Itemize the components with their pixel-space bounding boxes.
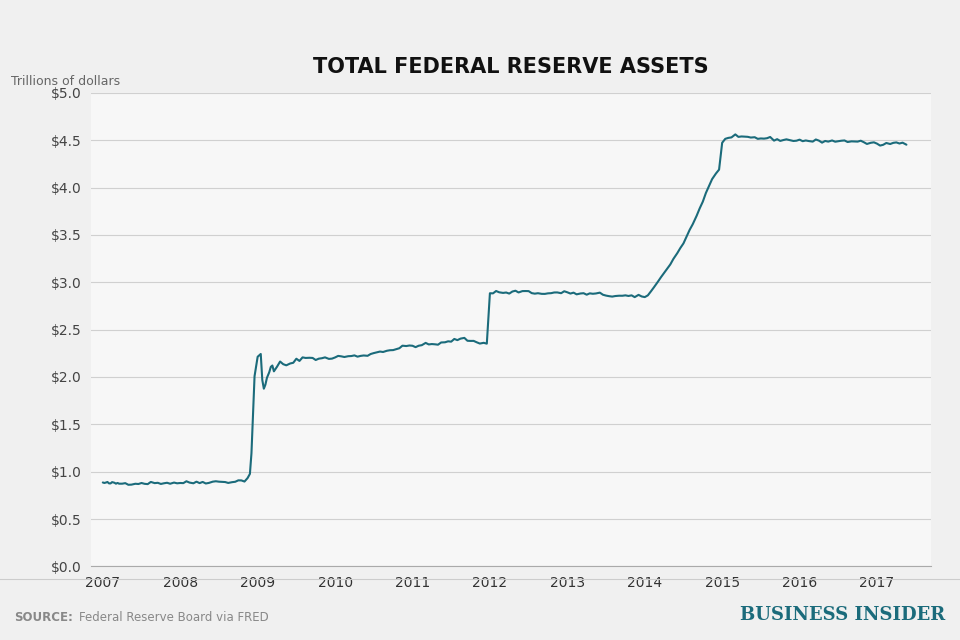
Text: SOURCE:: SOURCE: [14, 611, 73, 624]
Text: Federal Reserve Board via FRED: Federal Reserve Board via FRED [79, 611, 269, 624]
Title: TOTAL FEDERAL RESERVE ASSETS: TOTAL FEDERAL RESERVE ASSETS [313, 58, 709, 77]
Text: Trillions of dollars: Trillions of dollars [12, 75, 121, 88]
Text: BUSINESS INSIDER: BUSINESS INSIDER [740, 606, 946, 624]
